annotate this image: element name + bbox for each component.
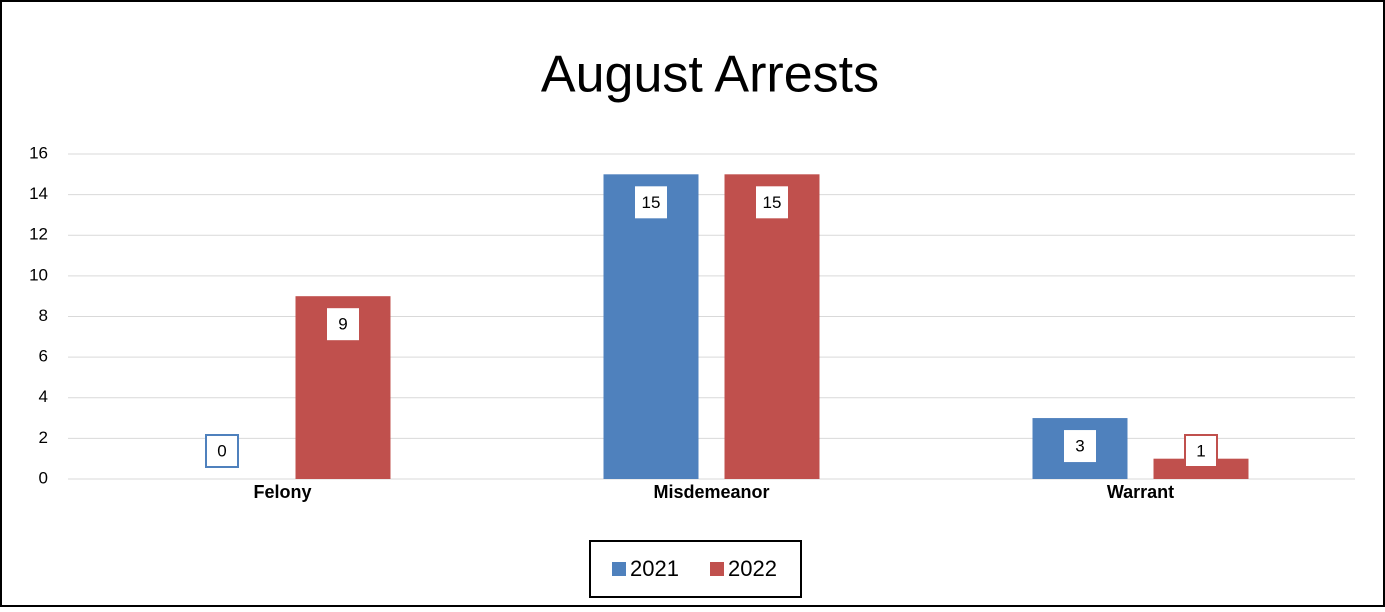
y-tick-label: 2 — [39, 428, 48, 447]
data-label: 15 — [763, 193, 782, 212]
x-tick-label: Felony — [253, 482, 311, 502]
legend-swatch — [612, 562, 626, 576]
data-label-box — [327, 308, 359, 341]
legend-label: 2021 — [630, 556, 679, 581]
data-label: 3 — [1075, 437, 1084, 456]
x-tick-label: Warrant — [1107, 482, 1174, 502]
data-label: 0 — [217, 441, 226, 460]
data-label: 9 — [338, 315, 347, 334]
x-tick-label: Misdemeanor — [653, 482, 769, 502]
y-tick-label: 10 — [29, 265, 48, 284]
bar — [603, 174, 699, 479]
data-label-box — [1184, 434, 1218, 468]
y-tick-label: 6 — [39, 347, 48, 366]
bar — [1153, 458, 1249, 479]
chart-title: August Arrests — [541, 46, 879, 104]
data-label: 1 — [1196, 441, 1205, 460]
data-label-box — [635, 186, 667, 219]
y-tick-label: 4 — [39, 387, 48, 406]
legend-swatch — [710, 562, 724, 576]
data-label: 15 — [642, 193, 661, 212]
y-tick-label: 12 — [29, 225, 48, 244]
y-tick-label: 0 — [39, 468, 48, 487]
legend-label: 2022 — [728, 556, 777, 581]
data-label-box — [1064, 430, 1096, 463]
data-label-box — [205, 434, 239, 468]
data-label-box — [756, 186, 788, 219]
y-tick-label: 14 — [29, 184, 48, 203]
y-tick-label: 16 — [29, 143, 48, 162]
bar — [724, 174, 820, 479]
y-tick-label: 8 — [39, 306, 48, 325]
